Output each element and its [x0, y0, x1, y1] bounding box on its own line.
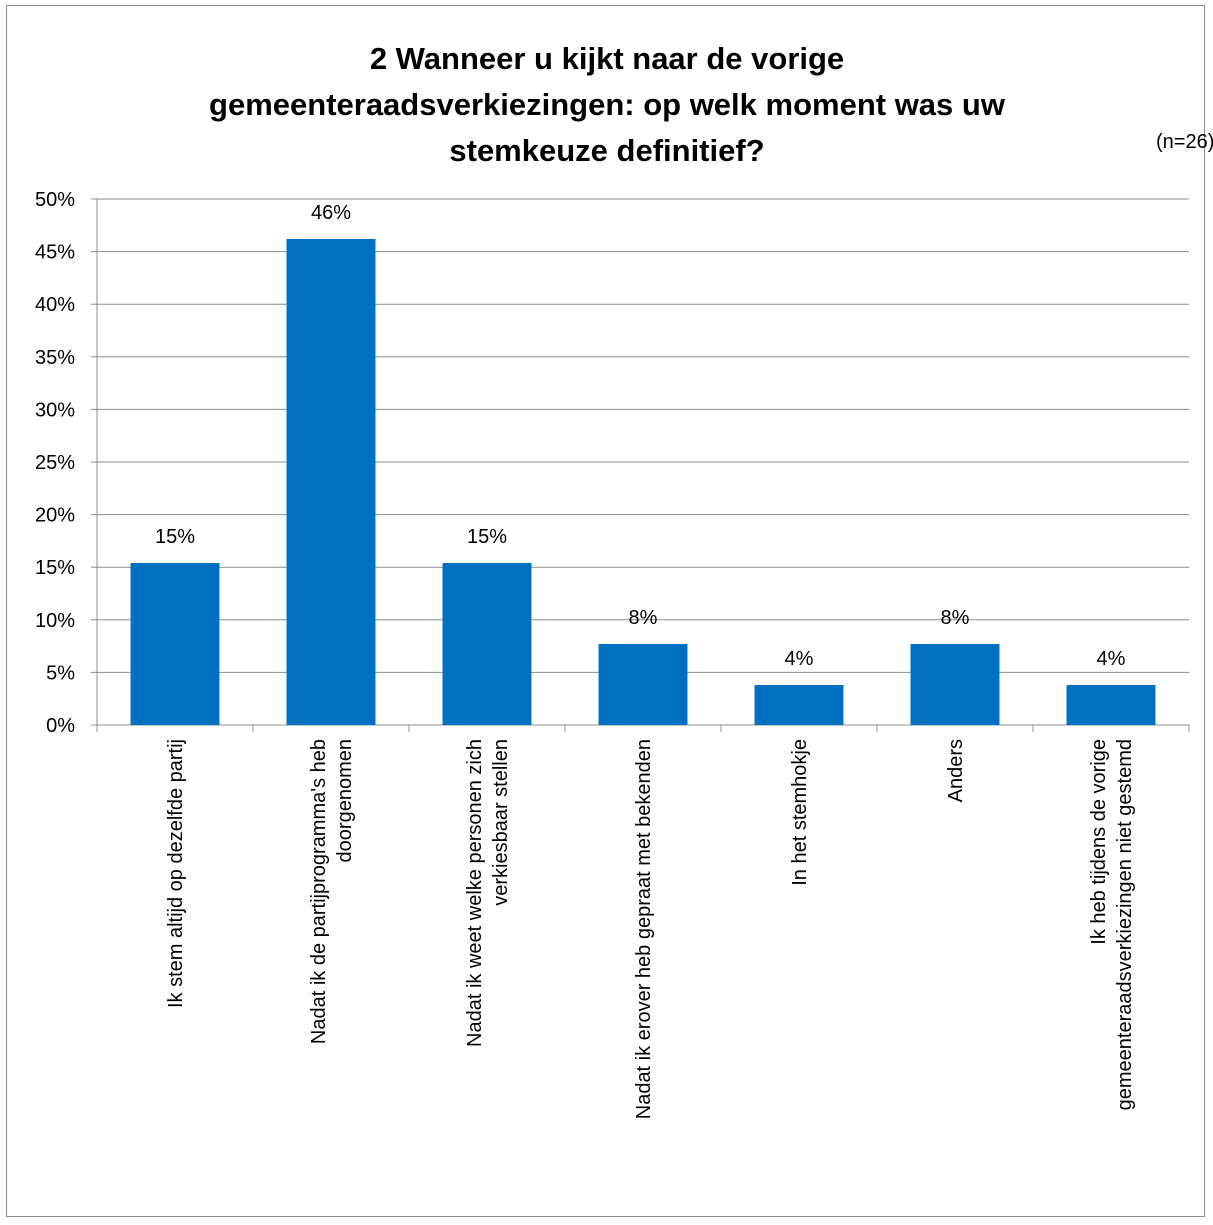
data-label: 15%: [155, 526, 195, 548]
bar: [286, 238, 376, 725]
chart-title-line-1: 2 Wanneer u kijkt naar de vorige: [369, 41, 845, 76]
y-tick-label: 15%: [35, 557, 75, 579]
y-tick-label: 35%: [35, 347, 75, 369]
y-tick-label: 10%: [35, 610, 75, 632]
chart-title: 2 Wanneer u kijkt naar de vorige gemeent…: [187, 36, 1027, 174]
bar: [910, 643, 1000, 725]
x-category-label: Ik heb tijdens de vorige: [1088, 739, 1110, 945]
data-label: 46%: [311, 202, 351, 224]
y-tick-label: 45%: [35, 242, 75, 264]
bar: [1066, 685, 1156, 725]
data-label: 8%: [941, 607, 970, 629]
y-tick-label: 40%: [35, 294, 75, 316]
x-category-label: Ik stem altijd op dezelfde partij: [165, 739, 187, 1008]
y-tick-label: 20%: [35, 505, 75, 527]
chart-title-line-2: gemeenteraadsverkiezingen: op welk momen…: [209, 87, 1005, 122]
y-tick-label: 25%: [35, 452, 75, 474]
sample-size-note: (n=26): [1156, 131, 1213, 153]
x-category-label: In het stemhokje: [789, 739, 811, 886]
y-tick-label: 0%: [46, 715, 75, 737]
x-category-label: Anders: [945, 739, 967, 802]
bar: [754, 685, 844, 725]
x-category-label: doorgenomen: [334, 739, 356, 862]
y-tick-label: 5%: [46, 662, 75, 684]
data-label: 8%: [629, 607, 658, 629]
chart-title-line-3: stemkeuze definitief?: [449, 133, 765, 168]
data-label: 4%: [785, 648, 814, 670]
y-tick-label: 30%: [35, 399, 75, 421]
y-tick-label: 50%: [35, 189, 75, 211]
bar: [598, 643, 688, 725]
bar: [130, 562, 220, 725]
x-category-label: Nadat ik erover heb gepraat met bekenden: [633, 739, 655, 1119]
data-label: 15%: [467, 526, 507, 548]
data-label: 4%: [1097, 648, 1126, 670]
bar: [442, 562, 532, 725]
x-category-label: verkiesbaar stellen: [490, 739, 512, 906]
x-category-label: gemeenteraadsverkiezingen niet gestemd: [1114, 739, 1136, 1110]
x-category-label: Nadat ik weet welke personen zich: [464, 739, 486, 1047]
x-category-label: Nadat ik de partijprogramma's heb: [308, 739, 330, 1044]
